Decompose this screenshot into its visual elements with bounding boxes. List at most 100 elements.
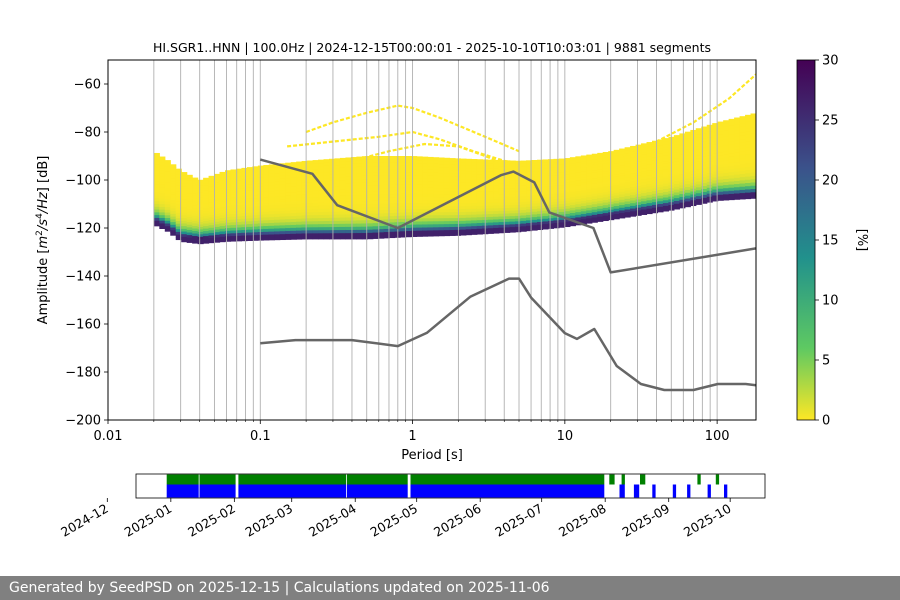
heatmap-cell	[526, 208, 533, 213]
heatmap-cell	[608, 195, 615, 200]
heatmap-cell	[312, 187, 319, 191]
heatmap-cell	[350, 204, 357, 208]
heatmap-cell	[219, 187, 226, 192]
heatmap-cell	[170, 194, 177, 198]
heatmap-cell	[296, 188, 303, 192]
heatmap-cell	[734, 133, 741, 137]
heatmap-cell	[515, 163, 522, 167]
heatmap-cell	[619, 164, 626, 168]
heatmap-cell	[624, 168, 631, 172]
heatmap-cell	[329, 161, 336, 166]
heatmap-cell	[345, 220, 352, 224]
heatmap-cell	[235, 190, 243, 195]
heatmap-cell	[613, 210, 620, 214]
heatmap-cell	[635, 158, 642, 162]
heatmap-cell	[252, 214, 259, 219]
heatmap-cell	[542, 210, 549, 214]
heatmap-cell	[372, 187, 379, 192]
heatmap-cell	[597, 189, 604, 193]
heatmap-cell	[181, 177, 188, 181]
heatmap-cell	[745, 124, 752, 129]
heatmap-cell	[389, 171, 396, 176]
timeline-segment-psd-segments	[410, 484, 605, 498]
heatmap-cell	[383, 215, 390, 220]
heatmap-cell	[285, 200, 292, 205]
heatmap-cell	[405, 190, 412, 194]
heatmap-cell	[619, 196, 626, 200]
heatmap-cell	[723, 129, 730, 134]
heatmap-cell	[329, 158, 336, 163]
heatmap-cell	[422, 174, 429, 179]
heatmap-cell	[520, 168, 527, 173]
heatmap-cell	[723, 150, 730, 155]
heatmap-cell	[745, 137, 752, 142]
heatmap-cell	[695, 183, 702, 188]
heatmap-cell	[487, 230, 494, 234]
heatmap-cell	[405, 187, 412, 191]
timeline-segment-data-availability	[715, 474, 720, 485]
heatmap-cell	[274, 210, 281, 214]
heatmap-cell	[230, 188, 237, 193]
heatmap-cell	[471, 231, 478, 235]
heatmap-cell	[416, 233, 423, 237]
heatmap-cell	[208, 234, 215, 239]
heatmap-cell	[460, 182, 467, 186]
heatmap-cell	[564, 197, 571, 201]
heatmap-cell	[378, 197, 385, 201]
heatmap-cell	[296, 194, 303, 198]
heatmap-cell	[175, 201, 182, 205]
heatmap-cell	[203, 217, 210, 222]
heatmap-cell	[619, 199, 626, 203]
heatmap-cell	[263, 225, 270, 229]
heatmap-cell	[608, 159, 615, 163]
heatmap-cell	[411, 227, 418, 231]
heatmap-cell	[460, 217, 467, 221]
heatmap-cell	[159, 184, 166, 188]
heatmap-cell	[290, 176, 297, 181]
heatmap-cell	[679, 199, 686, 203]
heatmap-cell	[438, 175, 445, 180]
heatmap-cell	[515, 204, 522, 208]
heatmap-cell	[695, 198, 702, 202]
heatmap-cell	[712, 194, 719, 199]
heatmap-cell	[471, 211, 478, 215]
heatmap-cell	[465, 231, 472, 236]
heatmap-cell	[728, 153, 735, 157]
heatmap-cell	[449, 229, 456, 233]
heatmap-cell	[476, 162, 483, 166]
heatmap-cell	[378, 181, 385, 186]
heatmap-cell	[225, 216, 232, 220]
heatmap-cell	[356, 159, 363, 164]
heatmap-cell	[515, 198, 522, 203]
heatmap-cell	[438, 223, 445, 228]
heatmap-cell	[356, 178, 363, 183]
heatmap-cell	[433, 184, 440, 189]
heatmap-cell	[438, 157, 445, 162]
heatmap-cell	[427, 175, 434, 179]
heatmap-cell	[651, 140, 659, 145]
heatmap-cell	[602, 183, 609, 187]
heatmap-cell	[504, 182, 511, 186]
heatmap-cell	[569, 191, 576, 195]
heatmap-cell	[679, 196, 686, 200]
heatmap-cell	[208, 188, 215, 192]
noise-model-nhnm	[259, 158, 756, 274]
heatmap-cell	[641, 189, 648, 194]
heatmap-cell	[712, 185, 719, 190]
heatmap-cell	[159, 186, 166, 191]
heatmap-cell	[695, 154, 702, 159]
heatmap-cell	[619, 188, 626, 192]
heatmap-cell	[443, 166, 451, 171]
heatmap-cell	[339, 185, 347, 190]
heatmap-cell	[318, 202, 325, 206]
heatmap-cell	[263, 173, 270, 178]
heatmap-cell	[509, 199, 516, 203]
heatmap-cell	[433, 214, 440, 219]
heatmap-cell	[701, 132, 708, 136]
heatmap-cell	[389, 231, 396, 235]
heatmap-cell	[339, 235, 347, 240]
heatmap-cell	[684, 131, 691, 136]
heatmap-cell	[192, 240, 199, 244]
heatmap-cell	[416, 211, 423, 216]
heatmap-cell	[356, 204, 363, 208]
